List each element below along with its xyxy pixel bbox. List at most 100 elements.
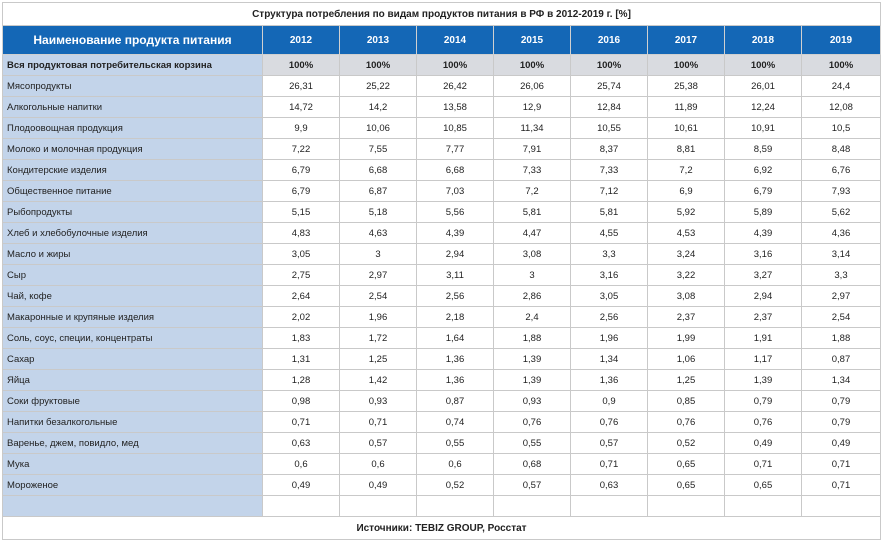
- value-cell: 3,22: [647, 264, 725, 286]
- table-row: Плодоовощная продукция 9,9 10,06 10,85 11,34…: [2, 117, 881, 139]
- title-row: Структура потребления по видам продуктов…: [2, 2, 881, 26]
- table-row: Молоко и молочная продукция 7,22 7,55 7,77 7…: [2, 138, 881, 160]
- total-value-cell: 100%: [339, 54, 417, 76]
- value-cell: 26,06: [493, 75, 571, 97]
- table-row: Сыр 2,75 2,97 3,11 3 3,16 3,22 3,27 3,3: [2, 264, 881, 286]
- value-cell: 2,94: [724, 285, 802, 307]
- value-cell: 12,08: [801, 96, 881, 118]
- value-cell: 4,55: [570, 222, 648, 244]
- value-cell: 5,81: [493, 201, 571, 223]
- empty-cell: [2, 495, 263, 517]
- value-cell: 25,74: [570, 75, 648, 97]
- source-note: Источники: TEBIZ GROUP, Росстат: [2, 516, 881, 540]
- value-cell: 1,28: [262, 369, 340, 391]
- value-cell: 2,64: [262, 285, 340, 307]
- value-cell: 0,76: [647, 411, 725, 433]
- value-cell: 0,57: [570, 432, 648, 454]
- value-cell: 3,3: [801, 264, 881, 286]
- table-row: Напитки безалкогольные 0,71 0,71 0,74 0,76 0,…: [2, 411, 881, 433]
- value-cell: 1,39: [493, 369, 571, 391]
- value-cell: 2,75: [262, 264, 340, 286]
- value-cell: 8,81: [647, 138, 725, 160]
- value-cell: 0,79: [724, 390, 802, 412]
- value-cell: 1,39: [724, 369, 802, 391]
- value-cell: 7,33: [493, 159, 571, 181]
- year-header: 2016: [570, 25, 648, 55]
- value-cell: 0,49: [262, 474, 340, 496]
- value-cell: 1,96: [339, 306, 417, 328]
- value-cell: 3,05: [262, 243, 340, 265]
- value-cell: 8,37: [570, 138, 648, 160]
- value-cell: 0,93: [339, 390, 417, 412]
- value-cell: 0,71: [262, 411, 340, 433]
- value-cell: 12,24: [724, 96, 802, 118]
- table-row: Общественное питание 6,79 6,87 7,03 7,2 7,12 6…: [2, 180, 881, 202]
- value-cell: 0,71: [724, 453, 802, 475]
- empty-cell: [724, 495, 802, 517]
- product-name-cell: Плодоовощная продукция: [2, 117, 263, 139]
- value-cell: 4,47: [493, 222, 571, 244]
- value-cell: 7,2: [493, 180, 571, 202]
- value-cell: 3,08: [647, 285, 725, 307]
- empty-cell: [801, 495, 881, 517]
- header-row: Наименование продукта питания 2012 2013 20…: [2, 25, 881, 55]
- value-cell: 25,22: [339, 75, 417, 97]
- value-cell: 3,16: [724, 243, 802, 265]
- value-cell: 0,71: [339, 411, 417, 433]
- value-cell: 2,37: [647, 306, 725, 328]
- value-cell: 11,89: [647, 96, 725, 118]
- value-cell: 3,14: [801, 243, 881, 265]
- value-cell: 1,96: [570, 327, 648, 349]
- value-cell: 1,64: [416, 327, 494, 349]
- value-cell: 8,48: [801, 138, 881, 160]
- value-cell: 7,55: [339, 138, 417, 160]
- value-cell: 6,79: [262, 159, 340, 181]
- value-cell: 6,9: [647, 180, 725, 202]
- value-cell: 0,55: [493, 432, 571, 454]
- value-cell: 12,9: [493, 96, 571, 118]
- product-name-cell: Молоко и молочная продукция: [2, 138, 263, 160]
- value-cell: 0,52: [647, 432, 725, 454]
- value-cell: 1,31: [262, 348, 340, 370]
- value-cell: 14,2: [339, 96, 417, 118]
- value-cell: 3,11: [416, 264, 494, 286]
- value-cell: 2,56: [570, 306, 648, 328]
- value-cell: 2,56: [416, 285, 494, 307]
- value-cell: 7,33: [570, 159, 648, 181]
- table-row: Макаронные и крупяные изделия 2,02 1,96 2,1…: [2, 306, 881, 328]
- value-cell: 1,91: [724, 327, 802, 349]
- value-cell: 0,68: [493, 453, 571, 475]
- value-cell: 0,49: [724, 432, 802, 454]
- value-cell: 1,39: [493, 348, 571, 370]
- value-cell: 10,91: [724, 117, 802, 139]
- value-cell: 1,36: [416, 369, 494, 391]
- value-cell: 1,25: [647, 369, 725, 391]
- value-cell: 3,3: [570, 243, 648, 265]
- value-cell: 2,94: [416, 243, 494, 265]
- value-cell: 1,34: [570, 348, 648, 370]
- value-cell: 4,53: [647, 222, 725, 244]
- value-cell: 7,91: [493, 138, 571, 160]
- table-row: Рыбопродукты 5,15 5,18 5,56 5,81 5,81 5,92 5,89…: [2, 201, 881, 223]
- value-cell: 1,88: [493, 327, 571, 349]
- value-cell: 2,02: [262, 306, 340, 328]
- name-column-header: Наименование продукта питания: [2, 25, 263, 55]
- value-cell: 3,08: [493, 243, 571, 265]
- value-cell: 4,63: [339, 222, 417, 244]
- empty-cell: [647, 495, 725, 517]
- total-value-cell: 100%: [262, 54, 340, 76]
- empty-cell: [570, 495, 648, 517]
- value-cell: 0,49: [339, 474, 417, 496]
- value-cell: 0,87: [416, 390, 494, 412]
- value-cell: 0,87: [801, 348, 881, 370]
- value-cell: 2,18: [416, 306, 494, 328]
- table-row: Мука 0,6 0,6 0,6 0,68 0,71 0,65 0,71 0,71: [2, 453, 881, 475]
- product-name-cell: Рыбопродукты: [2, 201, 263, 223]
- value-cell: 5,62: [801, 201, 881, 223]
- value-cell: 7,12: [570, 180, 648, 202]
- value-cell: 6,92: [724, 159, 802, 181]
- total-value-cell: 100%: [647, 54, 725, 76]
- value-cell: 1,34: [801, 369, 881, 391]
- product-name-cell: Варенье, джем, повидло, мед: [2, 432, 263, 454]
